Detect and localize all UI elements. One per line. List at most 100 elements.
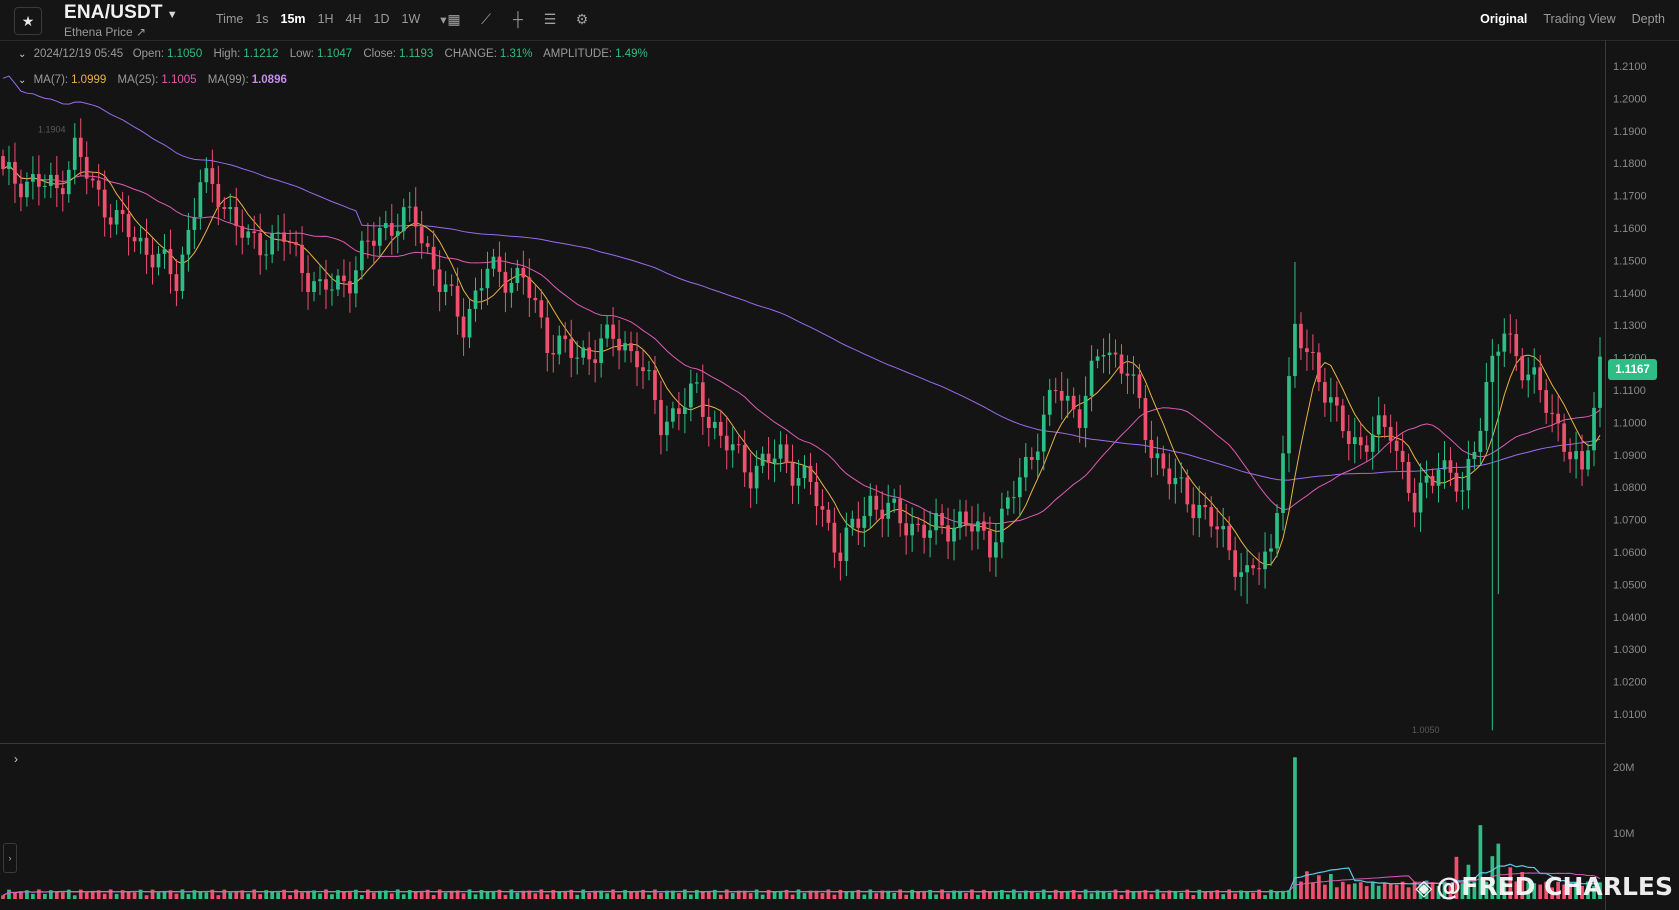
volume-bar <box>545 894 550 899</box>
candle-body <box>1245 565 1249 573</box>
volume-bar <box>1418 884 1423 899</box>
volume-bar <box>1071 890 1076 899</box>
volume-bar <box>455 890 460 899</box>
layout-icon[interactable]: ☰ <box>543 11 557 27</box>
candle-body <box>1233 550 1238 577</box>
price-axis-label: 1.0700 <box>1613 515 1647 527</box>
interval-1s[interactable]: 1s <box>255 12 269 26</box>
volume-bar <box>880 890 885 899</box>
candle-body <box>1358 437 1363 446</box>
symbol-selector[interactable]: ENA/USDT ▼ Ethena Price ↗ <box>64 2 178 39</box>
ma25-line <box>2 164 1601 525</box>
panel-divider[interactable] <box>0 743 1605 744</box>
volume-bar <box>1047 894 1052 899</box>
collapse-chevron-icon[interactable]: ⌄ <box>18 49 27 60</box>
candle-body <box>90 178 95 181</box>
candle-body <box>1155 453 1160 459</box>
price-chart[interactable]: 1.2100 1.2000 1.1900 1.1800 1.1700 1.1600 1.15… <box>0 40 1679 743</box>
settings-icon[interactable]: ⚙ <box>575 11 589 27</box>
candle-body <box>318 279 322 282</box>
candle-body <box>497 256 502 272</box>
interval-4h[interactable]: 4H <box>345 12 362 26</box>
collapse-chevron-icon[interactable]: ⌄ <box>18 75 27 86</box>
volume-bar <box>1526 882 1531 899</box>
candle-body <box>360 240 364 271</box>
candle-body <box>1388 426 1393 441</box>
volume-bar <box>228 892 233 899</box>
volume-chart[interactable]: 20M 10M <box>0 744 1679 910</box>
volume-bar <box>198 891 203 899</box>
candle-body <box>533 297 538 301</box>
interval-time[interactable]: Time <box>216 12 244 26</box>
volume-bar <box>1083 889 1088 899</box>
indicator-icon[interactable]: ⟋ <box>481 11 491 27</box>
candle-body <box>449 284 454 286</box>
candle-body <box>970 524 974 532</box>
candle-body <box>365 240 370 242</box>
volume-bar <box>988 891 992 899</box>
interval-1d[interactable]: 1D <box>373 12 390 26</box>
volume-bar <box>216 895 221 899</box>
candle-body <box>354 270 358 294</box>
candle-body <box>862 516 867 528</box>
high-label: High: <box>213 48 241 60</box>
candle-body <box>820 506 825 510</box>
view-original[interactable]: Original <box>1480 12 1528 26</box>
volume-bar <box>479 890 484 899</box>
candle-body <box>294 242 298 245</box>
candle-body <box>641 367 645 372</box>
volume-bar <box>174 893 179 899</box>
close-value: 1.1193 <box>398 48 434 60</box>
volume-bar <box>1221 894 1226 899</box>
volume-bar <box>916 891 920 899</box>
volume-bar <box>1340 881 1345 899</box>
interval-15m[interactable]: 15m <box>280 12 306 26</box>
candle-body <box>928 530 932 538</box>
interval-1w[interactable]: 1W <box>401 12 421 26</box>
volume-bar <box>168 890 173 899</box>
candle-body <box>72 137 77 170</box>
volume-bar <box>772 891 777 899</box>
calendar-icon[interactable]: ▦ <box>447 11 461 27</box>
candle-type-icon[interactable]: ┼ <box>513 11 523 27</box>
candle-body <box>1400 450 1405 462</box>
candle-body <box>1101 355 1106 357</box>
volume-bar <box>467 889 472 899</box>
candle-body <box>84 157 89 179</box>
volume-axis-label: 10M <box>1613 828 1634 840</box>
volume-bar <box>1227 889 1232 899</box>
chevron-down-icon[interactable]: ▼ <box>166 9 178 21</box>
close-label: Close: <box>363 48 396 60</box>
candle-body <box>1131 374 1136 376</box>
candle-body <box>712 421 717 428</box>
interval-more-dropdown[interactable]: ▾ <box>440 13 447 27</box>
volume-bar <box>539 889 544 899</box>
volume-bar <box>360 895 364 899</box>
volume-bar <box>1017 893 1022 899</box>
view-switcher: Original Trading View Depth <box>1464 12 1665 26</box>
interval-1h[interactable]: 1H <box>317 12 334 26</box>
favorite-star-icon[interactable]: ★ <box>14 7 42 35</box>
candle-body <box>754 465 759 489</box>
volume-bar <box>509 889 514 899</box>
volume-bar <box>904 894 909 899</box>
view-depth[interactable]: Depth <box>1631 12 1665 26</box>
volume-bar <box>449 890 454 899</box>
candle-body <box>1496 351 1501 356</box>
view-trading-view[interactable]: Trading View <box>1543 12 1616 26</box>
watermark: ◈ @FRED CHARLES <box>1415 872 1673 901</box>
candle-body <box>605 324 609 339</box>
candle-body <box>1406 461 1411 493</box>
volume-bar <box>1095 890 1100 899</box>
volume-bar <box>180 889 185 899</box>
change-value: 1.31% <box>499 48 533 60</box>
sidebar-handle-icon[interactable]: › <box>3 843 17 873</box>
volume-bar <box>1000 889 1004 899</box>
volume-bar <box>1257 889 1261 899</box>
expand-chevron-icon[interactable]: › <box>14 752 18 766</box>
pair-title[interactable]: ENA/USDT <box>64 2 163 23</box>
candle-body <box>635 351 639 368</box>
pair-subtitle-link[interactable]: Ethena Price ↗ <box>64 25 147 39</box>
volume-bar <box>1041 889 1046 899</box>
candle-body <box>880 509 885 519</box>
